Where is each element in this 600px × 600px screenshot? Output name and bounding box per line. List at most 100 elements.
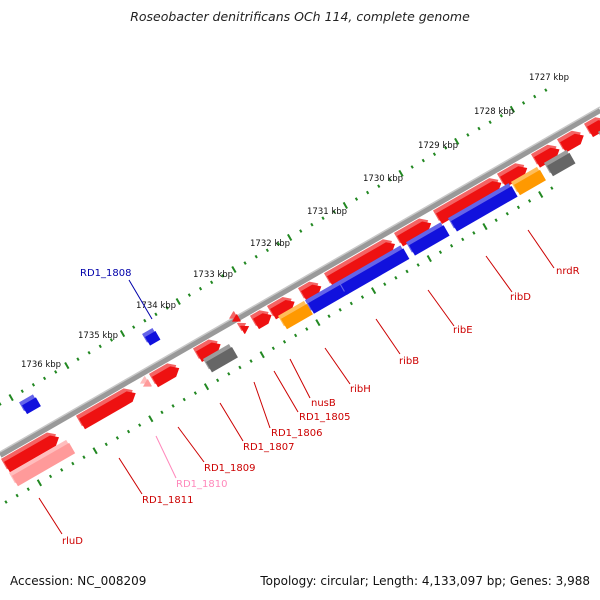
tick-minor xyxy=(410,165,414,169)
tick-minor xyxy=(521,101,526,105)
tick-minor xyxy=(42,376,47,381)
tick-major xyxy=(92,447,98,455)
leader-RD1_1805 xyxy=(273,370,299,413)
gene-nusB xyxy=(266,297,295,320)
kbp-label-1730: 1730 kbp xyxy=(363,174,403,184)
gene-RD1_1808 xyxy=(142,328,161,346)
tick-minor xyxy=(349,301,353,306)
gene-RD1_1806 xyxy=(236,322,250,335)
tick-minor xyxy=(249,359,253,363)
tick-minor xyxy=(104,442,108,447)
tick-minor xyxy=(109,338,114,342)
tick-minor xyxy=(466,133,470,137)
leader-ribD xyxy=(485,255,513,293)
gene-nrdR-a xyxy=(496,163,528,188)
gene-g1 xyxy=(543,149,576,177)
tick-minor xyxy=(310,222,314,227)
gene-leader-lines xyxy=(38,229,555,535)
leader-RD1_1807 xyxy=(219,402,244,442)
leader-ribB xyxy=(375,318,401,355)
tick-minor xyxy=(488,120,492,124)
gene-rluD xyxy=(0,432,59,473)
tick-minor xyxy=(305,327,309,331)
leader-RD1_1806 xyxy=(253,381,271,429)
tick-major xyxy=(175,297,181,306)
tick-minor xyxy=(221,274,225,278)
tick-minor xyxy=(516,205,521,210)
gene-RD1_1805b xyxy=(277,300,313,330)
gene-labels: nrdR ribD ribE ribB ribH nusB RD1_1805 R… xyxy=(62,266,580,547)
tick-minor xyxy=(60,468,64,472)
gene-label-RD1_1805: RD1_1805 xyxy=(299,412,350,423)
gene-label-RD1_1807: RD1_1807 xyxy=(243,442,294,453)
leader-RD1_1808 xyxy=(128,279,153,320)
tick-major xyxy=(509,105,516,113)
tick-minor xyxy=(227,372,231,376)
leader-RD1_1811 xyxy=(118,457,143,495)
genome-backbone xyxy=(0,106,600,458)
tick-minor xyxy=(354,197,359,201)
tick-major xyxy=(398,169,404,177)
gene-RD1_1805 xyxy=(249,310,272,330)
tick-minor xyxy=(472,231,476,235)
tick-minor xyxy=(360,295,365,299)
leader-RD1_1809 xyxy=(177,426,205,463)
gene-RD1_1809b xyxy=(202,343,238,373)
gene-label-nusB: nusB xyxy=(311,398,336,409)
tick-minor xyxy=(405,269,409,274)
gene-features xyxy=(0,117,600,487)
tick-minor xyxy=(271,346,275,351)
gene-label-rluD: rluD xyxy=(62,536,83,547)
leader-nusB xyxy=(289,358,311,399)
leader-nrdR xyxy=(527,229,555,269)
tick-minor xyxy=(377,184,381,189)
gene-label-RD1_1806: RD1_1806 xyxy=(271,428,322,439)
tick-major xyxy=(148,415,154,423)
tick-minor xyxy=(494,218,498,222)
gene-label-ribH: ribH xyxy=(350,384,371,395)
tick-minor xyxy=(443,145,448,150)
tick-minor xyxy=(115,436,120,440)
tick-minor xyxy=(143,318,147,323)
tick-minor xyxy=(299,229,303,233)
map-title: Roseobacter denitrificans OCh 114, compl… xyxy=(130,9,470,24)
tick-minor xyxy=(416,263,420,267)
tick-minor xyxy=(499,113,503,118)
tick-minor xyxy=(171,404,175,408)
genome-summary-text: Topology: circular; Length: 4,133,097 bp… xyxy=(260,574,590,588)
gene-ribE-b xyxy=(405,222,450,256)
tick-major xyxy=(426,255,432,263)
tick-major xyxy=(259,351,265,359)
gene-label-ribE: ribE xyxy=(453,325,473,336)
kbp-label-1733: 1733 kbp xyxy=(193,270,233,280)
tick-minor xyxy=(276,242,281,246)
gene-label-RD1_1810: RD1_1810 xyxy=(176,479,227,490)
tick-minor xyxy=(20,389,24,393)
leader-RD1_1810 xyxy=(155,435,177,479)
tick-major xyxy=(231,265,237,274)
gene-RD1_1807 xyxy=(192,339,221,362)
gene-g2 xyxy=(597,130,600,136)
gene-ribB-a xyxy=(323,239,395,287)
gene-ribE-a xyxy=(393,218,432,247)
tick-minor xyxy=(544,88,548,92)
tick-major xyxy=(315,319,321,327)
kbp-label-1735: 1735 kbp xyxy=(78,331,118,341)
tick-major xyxy=(8,394,14,402)
gene-label-RD1_1808: RD1_1808 xyxy=(80,268,131,279)
leader-ribE xyxy=(427,289,455,327)
tick-minor xyxy=(4,500,8,504)
kbp-labels: 1727 kbp 1728 kbp 1729 kbp 1730 kbp 1731… xyxy=(21,73,569,370)
kbp-label-1732: 1732 kbp xyxy=(250,239,290,249)
tick-minor xyxy=(160,410,164,415)
tick-minor xyxy=(461,237,465,242)
tick-minor xyxy=(294,333,298,338)
tick-minor xyxy=(383,282,387,287)
tick-minor xyxy=(210,280,214,285)
tick-minor xyxy=(533,94,537,99)
gene-f1 xyxy=(530,144,560,168)
tick-minor xyxy=(338,308,342,312)
accession-text: Accession: NC_008209 xyxy=(10,574,147,588)
tick-major xyxy=(342,201,348,209)
